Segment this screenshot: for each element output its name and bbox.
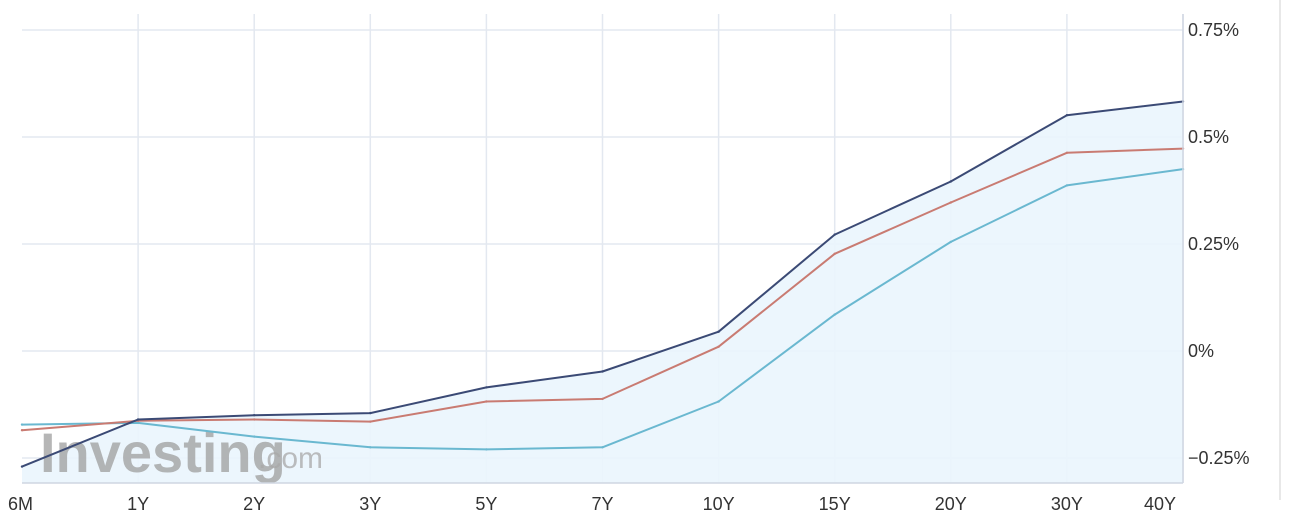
data-point [253,414,256,417]
data-point [949,240,952,244]
x-tick-label: 5Y [475,494,497,514]
data-point [601,397,604,401]
data-point [253,435,256,438]
data-point [369,446,372,449]
x-tick-label: 10Y [703,494,735,514]
data-point [833,252,836,255]
y-tick-label: 0.5% [1188,127,1229,147]
investing-watermark: Investing .com [40,421,323,484]
x-tick-label: 6M [8,494,33,514]
data-point [253,418,256,421]
data-point [136,418,140,421]
x-tick-label: 1Y [127,494,149,514]
data-point [1065,184,1069,187]
data-point [20,423,24,426]
x-tick-label: 7Y [591,494,613,514]
x-tick-label: 3Y [359,494,381,514]
data-point [601,446,604,449]
series-area [22,101,1183,483]
watermark-brand: Investing [40,421,286,484]
data-point [949,180,952,183]
data-point [601,370,604,373]
data-point [485,386,488,389]
x-tick-label: 40Y [1144,494,1176,514]
x-tick-label: 2Y [243,494,265,514]
y-tick-label: 0.25% [1188,234,1239,254]
area-fill [22,101,1183,483]
y-axis-ticks: 0.75% 0.5% 0.25% 0% −0.25% [1188,20,1250,468]
data-point [20,429,24,432]
data-point [717,330,720,333]
watermark-suffix: .com [258,442,323,475]
x-tick-label: 15Y [819,494,851,514]
data-point [369,411,372,415]
axes [22,0,1281,500]
x-tick-label: 20Y [935,494,967,514]
data-point [833,233,836,236]
data-point [20,465,24,468]
y-tick-label: −0.25% [1188,448,1250,468]
x-tick-label: 30Y [1051,494,1083,514]
y-tick-label: 0% [1188,341,1214,361]
data-point [136,421,140,425]
data-point [1065,151,1069,154]
data-point [369,420,372,423]
x-axis-ticks: 6M 1Y 2Y 3Y 5Y 7Y 10Y 15Y 20Y 30Y 40Y [8,494,1176,514]
data-point [717,345,720,348]
data-point [1065,114,1069,117]
y-tick-label: 0.75% [1188,20,1239,40]
data-point [949,201,952,204]
data-point [485,448,488,451]
data-point [833,313,836,316]
data-point [485,400,488,403]
series-lines [20,100,1185,468]
data-point [717,400,720,403]
